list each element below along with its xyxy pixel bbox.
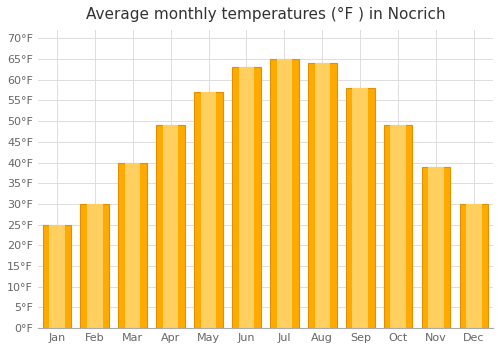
Title: Average monthly temperatures (°F ) in Nocrich: Average monthly temperatures (°F ) in No… [86,7,445,22]
Bar [466,204,482,328]
Bar [118,162,147,328]
Bar [314,63,330,328]
Bar [384,125,412,328]
Bar [352,88,368,328]
Bar [163,125,178,328]
Bar [125,162,140,328]
Bar [308,63,336,328]
Bar [460,204,488,328]
Bar [87,204,102,328]
Bar [232,67,260,328]
Bar [390,125,406,328]
Bar [156,125,185,328]
Bar [422,167,450,328]
Bar [49,225,64,328]
Bar [276,59,292,328]
Bar [80,204,109,328]
Bar [270,59,298,328]
Bar [238,67,254,328]
Bar [200,92,216,328]
Bar [42,225,71,328]
Bar [194,92,223,328]
Bar [346,88,374,328]
Bar [428,167,444,328]
